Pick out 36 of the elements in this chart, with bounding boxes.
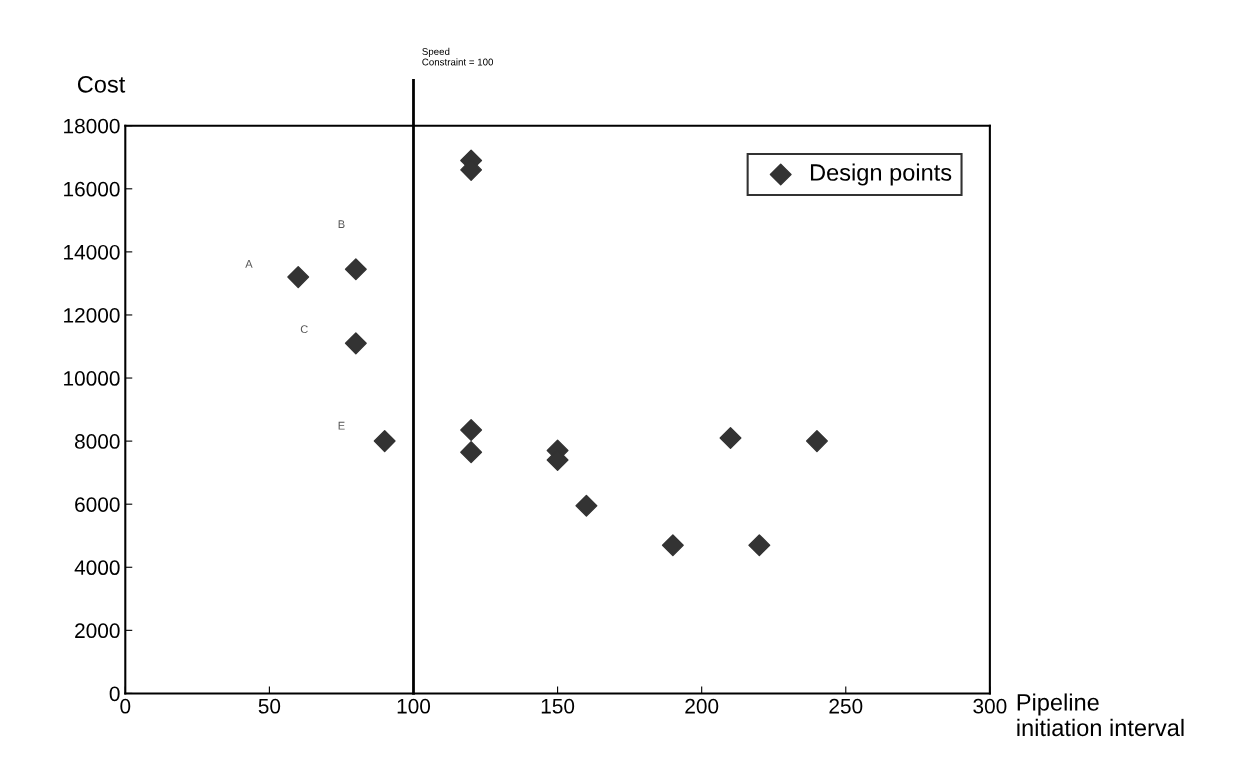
x-tick-label: 200 <box>685 698 719 714</box>
point <box>805 430 828 453</box>
point <box>344 332 367 355</box>
y-tick-label: 16000 <box>64 181 120 197</box>
x-tick-label: 300 <box>973 698 1007 714</box>
x-axis-title: Pipeline initiation interval <box>1017 693 1184 737</box>
point <box>344 258 367 281</box>
ref-line-label: Speed Constraint = 100 <box>422 47 494 66</box>
annotation: A <box>245 260 253 268</box>
point <box>460 441 483 464</box>
point <box>373 430 396 453</box>
y-tick-label: 14000 <box>64 244 120 260</box>
y-tick-label: 0 <box>109 686 120 702</box>
x-tick-label: 0 <box>120 698 131 714</box>
y-tick-label: 2000 <box>75 623 120 639</box>
annotation: C <box>300 325 308 334</box>
annotation: E <box>338 421 345 430</box>
x-tick-label: 100 <box>397 698 431 714</box>
x-tick-label: 50 <box>258 698 281 714</box>
point <box>287 266 310 289</box>
point <box>748 534 771 557</box>
point <box>661 534 684 557</box>
point <box>719 426 742 449</box>
point <box>460 419 483 442</box>
x-tick-label: 250 <box>829 698 863 714</box>
y-tick-label: 4000 <box>74 560 120 576</box>
y-tick-label: 6000 <box>75 497 120 512</box>
legend-label: Design points <box>810 163 952 186</box>
y-tick-label: 8000 <box>75 434 120 449</box>
y-axis-title: Cost <box>77 75 126 93</box>
point <box>575 494 598 517</box>
y-tick-label: 10000 <box>64 371 120 386</box>
x-tick-label: 150 <box>541 698 575 714</box>
y-tick-label: 18000 <box>64 118 120 134</box>
annotation: B <box>338 220 345 228</box>
y-tick-label: 12000 <box>64 307 120 323</box>
